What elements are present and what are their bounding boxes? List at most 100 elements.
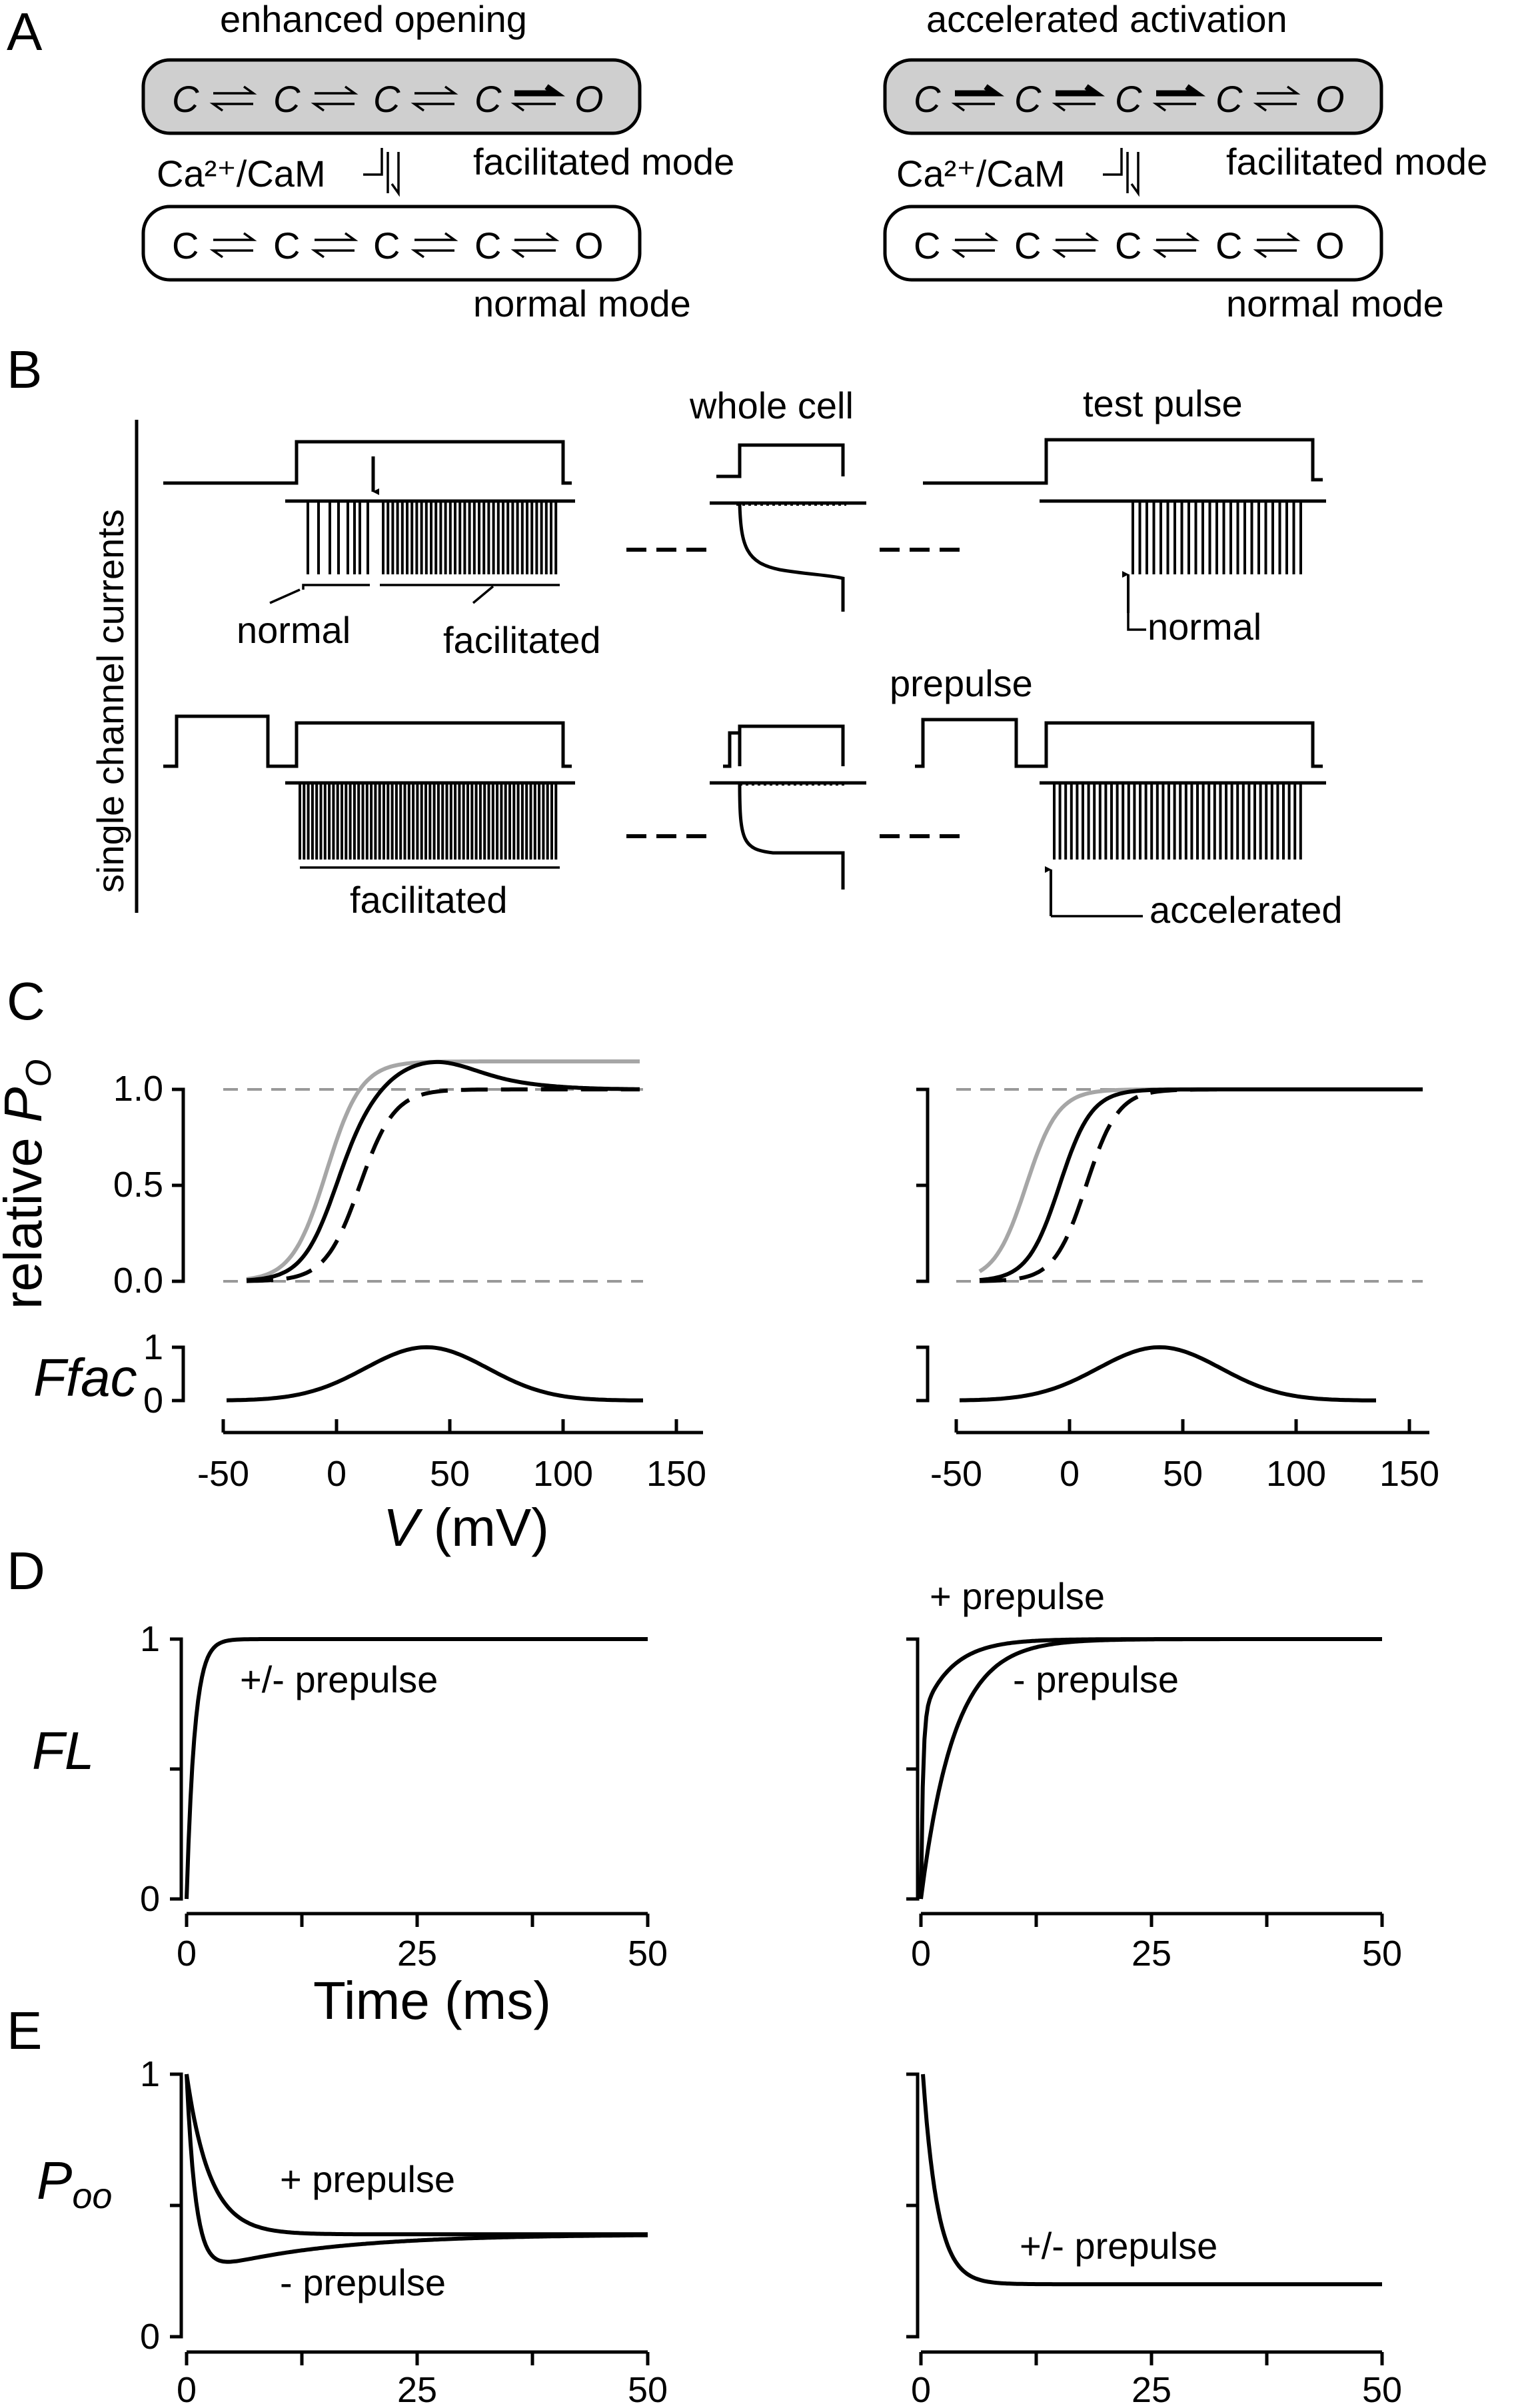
poo-curve-plus [185,2074,648,2237]
state-c: C [474,225,501,267]
normal-leader [269,588,301,604]
state-o: O [1315,78,1345,120]
poo-right-label: +/- prepulse [1020,2225,1217,2267]
whole-cell-step-bottom [723,724,845,768]
tick-label: 25 [1132,1934,1171,1974]
poo-right-x-axis: 0 25 50 [911,2350,1402,2408]
po-right-axis [916,1087,930,1283]
tick-label: 0 [1060,1454,1080,1494]
tick-label: 25 [397,1934,437,1974]
equilibrium-arrows [209,84,566,112]
v-axis-right: -50 0 50 100 150 [930,1419,1439,1494]
accelerated-label: accelerated [1150,889,1343,931]
tick-label: -50 [197,1454,249,1494]
panel-label-c: C [7,971,45,1031]
ca-cam-label-right: Ca²⁺/CaM [896,153,1066,195]
fl-curve-minus [919,1637,1382,1900]
ffac-curve-right [959,1345,1376,1403]
panel-label-b: B [7,340,42,399]
tick-label: 100 [1266,1454,1326,1494]
left-scheme-title: enhanced opening [220,0,527,40]
fl-left-y-axis: 1 0 [140,1619,183,1919]
normal-test-leader [1127,613,1146,631]
po-curve-dashed [246,1087,640,1283]
left-normal-scheme: C C C C O [172,225,604,267]
po-curve-solid-right [979,1087,1423,1283]
ffac-axis-label: Ffac [33,1348,137,1407]
right-normal-scheme: C C C C O [914,225,1345,267]
tick-label: 25 [1132,2370,1171,2408]
whole-cell-current-bottom [738,784,845,890]
facilitated-label-top: facilitated [443,619,601,661]
tick-label: 0 [140,1879,160,1919]
ca-cam-label-left: Ca²⁺/CaM [157,153,326,195]
poo-left-plus-label: + prepulse [280,2158,455,2200]
poo-left-x-axis: 0 25 50 [177,2350,668,2408]
tick-label: 0.0 [113,1261,163,1301]
tick-label: 0 [911,1934,931,1974]
tick-label: 150 [646,1454,706,1494]
state-c: C [273,78,301,120]
test-pulse-step-top [923,438,1323,485]
tick-label: 50 [1362,2370,1402,2408]
tick-label: 50 [1163,1454,1203,1494]
poo-left-y-axis: 1 0 [140,2054,183,2357]
voltage-step-bottom [163,714,572,768]
po-left-axis: 1.0 0.5 0.0 [113,1069,185,1301]
state-c: C [1014,225,1041,267]
ffac-right-axis [916,1345,930,1403]
fl-left-x-axis: 0 25 50 [177,1912,668,1974]
tick-label: 0 [327,1454,347,1494]
po-curve-gray-right [978,1087,1423,1273]
whole-cell-label: whole cell [689,384,854,426]
v-axis-label: V (mV) [383,1498,549,1557]
ffac-left-axis: 1 0 [143,1327,185,1421]
tick-label: 1 [140,2054,160,2094]
tick-label: 25 [397,2370,437,2408]
openings-test-accelerated [1053,783,1302,860]
tick-label: 150 [1379,1454,1439,1494]
right-facilitated-scheme: C C C C O [914,78,1345,120]
tick-label: 50 [1362,1934,1402,1974]
poo-left-minus-label: - prepulse [280,2261,446,2303]
po-curve-gray [246,1059,640,1281]
fl-curve [185,1637,648,1900]
left-facilitated-scheme: C C C C O [172,78,604,120]
state-c: C [1014,78,1042,120]
fl-left-annotation: +/- prepulse [240,1658,438,1700]
fl-right-minus-label: - prepulse [1013,1658,1179,1700]
tick-label: 50 [628,1934,668,1974]
normal-bracket [302,584,370,590]
openings-facilitated [382,501,558,574]
facilitated-mode-label-right: facilitated mode [1226,141,1487,183]
state-c: C [373,78,400,120]
tick-label: 0 [911,2370,931,2408]
whole-cell-step-top [716,443,845,478]
right-scheme-title: accelerated activation [926,0,1287,40]
left-facilitated-box [141,58,642,135]
time-axis-label: Time (ms) [313,1971,551,2030]
tick-label: 0 [177,2370,197,2408]
state-c: C [1115,78,1142,120]
openings-test-normal [1132,501,1302,574]
facilitated-label-bottom: facilitated [350,879,508,921]
whole-cell-current-top [738,504,845,612]
tick-label: 100 [533,1454,593,1494]
panel-label-e: E [7,2001,42,2060]
po-curve-dashed-right [980,1087,1423,1283]
tick-label: 1 [140,1619,160,1659]
state-o: O [574,225,604,267]
tick-label: 0 [177,1934,197,1974]
normal-label: normal [237,609,351,651]
state-c: C [914,225,940,267]
tick-label: 0 [140,2317,160,2357]
normal-mode-label-left: normal mode [473,283,691,324]
po-curve-solid [246,1059,640,1283]
test-pulse-step-bottom [915,718,1323,768]
po-axis-label: relative PO [0,1059,59,1310]
fl-right-x-axis: 0 25 50 [911,1912,1402,1974]
v-axis-left: -50 0 50 100 150 [197,1419,706,1494]
state-c: C [172,225,199,267]
left-normal-box [141,205,642,282]
